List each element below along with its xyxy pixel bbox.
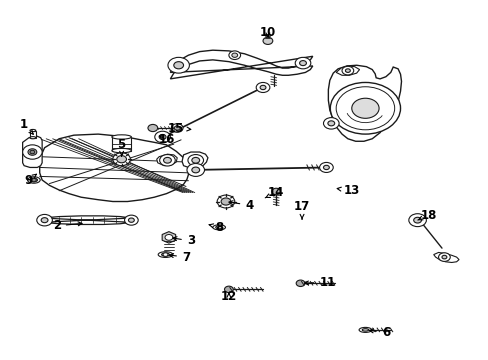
Text: 12: 12	[220, 290, 237, 303]
Polygon shape	[112, 137, 131, 150]
Circle shape	[408, 214, 426, 226]
Circle shape	[113, 153, 130, 166]
Circle shape	[28, 149, 37, 155]
Circle shape	[31, 178, 36, 182]
Circle shape	[296, 280, 305, 287]
Circle shape	[191, 167, 199, 173]
Polygon shape	[433, 252, 458, 262]
Text: 13: 13	[337, 184, 359, 197]
Circle shape	[323, 165, 329, 170]
Polygon shape	[335, 66, 359, 75]
Circle shape	[341, 66, 353, 75]
Polygon shape	[328, 65, 401, 141]
Text: 5: 5	[117, 138, 125, 156]
Ellipse shape	[158, 252, 172, 257]
Circle shape	[174, 126, 180, 130]
Circle shape	[330, 82, 400, 134]
Polygon shape	[162, 231, 175, 243]
Circle shape	[22, 145, 42, 159]
Circle shape	[221, 198, 230, 205]
Polygon shape	[30, 131, 36, 138]
Circle shape	[271, 188, 280, 195]
Text: 14: 14	[264, 186, 284, 199]
Text: 15: 15	[168, 122, 190, 135]
Circle shape	[263, 37, 272, 44]
Ellipse shape	[358, 327, 371, 332]
Circle shape	[260, 85, 265, 90]
Polygon shape	[182, 152, 207, 167]
Circle shape	[167, 57, 189, 73]
Ellipse shape	[112, 148, 131, 153]
Circle shape	[319, 162, 332, 172]
Polygon shape	[157, 154, 177, 166]
Polygon shape	[42, 216, 131, 225]
Circle shape	[155, 131, 170, 143]
Text: 16: 16	[158, 133, 174, 146]
Ellipse shape	[215, 226, 222, 229]
Circle shape	[148, 125, 158, 132]
Circle shape	[438, 253, 449, 261]
Text: 6: 6	[368, 326, 389, 339]
Text: 17: 17	[293, 201, 309, 219]
Text: 9: 9	[25, 174, 36, 186]
Ellipse shape	[212, 225, 225, 230]
Text: 11: 11	[304, 276, 335, 289]
Circle shape	[30, 150, 35, 154]
Circle shape	[323, 118, 338, 129]
Text: 2: 2	[53, 219, 82, 233]
Circle shape	[299, 60, 306, 66]
Circle shape	[187, 154, 203, 166]
Polygon shape	[40, 134, 188, 202]
Circle shape	[191, 157, 199, 163]
Circle shape	[164, 234, 172, 240]
Circle shape	[224, 286, 233, 293]
Circle shape	[159, 154, 175, 166]
Ellipse shape	[30, 130, 36, 132]
Circle shape	[441, 255, 446, 259]
Circle shape	[171, 124, 183, 132]
Polygon shape	[170, 50, 312, 79]
Circle shape	[41, 218, 48, 223]
Text: 4: 4	[228, 199, 253, 212]
Circle shape	[37, 215, 52, 226]
Text: 8: 8	[209, 221, 223, 234]
Circle shape	[335, 87, 394, 130]
Text: 7: 7	[169, 251, 190, 264]
Circle shape	[217, 195, 234, 208]
Circle shape	[173, 62, 183, 69]
Ellipse shape	[112, 135, 131, 139]
Text: 3: 3	[173, 234, 195, 247]
Circle shape	[159, 134, 165, 139]
Text: 1: 1	[20, 118, 33, 134]
Circle shape	[128, 218, 134, 222]
Circle shape	[163, 157, 171, 163]
Circle shape	[351, 98, 378, 118]
Circle shape	[327, 121, 334, 126]
Ellipse shape	[27, 177, 40, 183]
Circle shape	[295, 57, 310, 69]
Circle shape	[186, 163, 204, 176]
Circle shape	[124, 215, 138, 225]
Circle shape	[163, 253, 167, 256]
Circle shape	[256, 82, 269, 93]
Polygon shape	[22, 136, 42, 167]
Circle shape	[228, 51, 240, 59]
Circle shape	[231, 53, 237, 57]
Ellipse shape	[362, 329, 368, 331]
Ellipse shape	[30, 136, 36, 139]
Text: 18: 18	[417, 209, 436, 222]
Ellipse shape	[30, 178, 38, 182]
Ellipse shape	[161, 253, 169, 256]
Circle shape	[117, 156, 126, 163]
Circle shape	[345, 69, 349, 72]
Circle shape	[413, 217, 421, 223]
Text: 10: 10	[259, 26, 275, 39]
